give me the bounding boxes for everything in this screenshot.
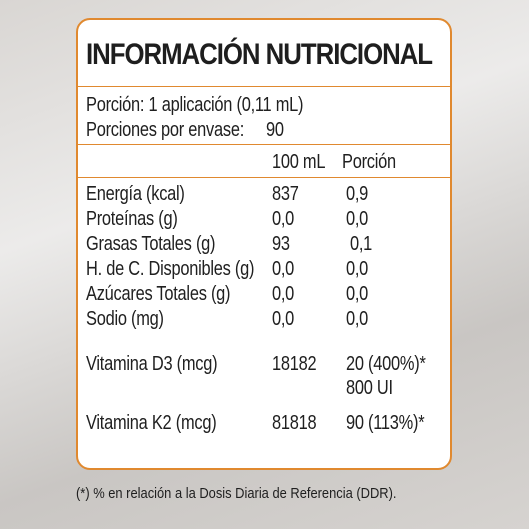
vitamin-value-portion: 90 (113%)* (346, 412, 425, 434)
row-label: Grasas Totales (g) (86, 233, 216, 255)
row-value-portion: 0,0 (346, 283, 369, 305)
row-value-portion: 0,0 (346, 208, 369, 230)
portions-per-container-label: Porciones por envase: (86, 119, 245, 141)
row-value-100ml: 837 (272, 183, 299, 205)
panel-title: INFORMACIÓN NUTRICIONAL (86, 38, 433, 71)
vitamin-value-100ml: 18182 (272, 353, 317, 375)
row-label: Azúcares Totales (g) (86, 283, 231, 305)
footnote: (*) % en relación a la Dosis Diaria de R… (76, 485, 397, 502)
row-label: Sodio (mg) (86, 308, 164, 330)
row-label: H. de C. Disponibles (g) (86, 258, 255, 280)
divider-header (78, 177, 450, 178)
portions-per-container-value: 90 (266, 119, 284, 141)
divider-title (78, 86, 450, 87)
serving-portion: Porción: 1 aplicación (0,11 mL) (86, 94, 304, 116)
row-value-portion: 0,0 (346, 308, 369, 330)
divider-serving (78, 144, 450, 145)
column-header-portion: Porción (342, 151, 396, 173)
vitamin-value-portion: 20 (400%)* (346, 353, 426, 375)
row-value-100ml: 0,0 (272, 283, 295, 305)
nutrition-facts-panel: INFORMACIÓN NUTRICIONAL Porción: 1 aplic… (76, 18, 452, 470)
row-value-portion: 0,9 (346, 183, 369, 205)
row-label: Energía (kcal) (86, 183, 185, 205)
row-value-100ml: 93 (272, 233, 290, 255)
row-value-100ml: 0,0 (272, 308, 295, 330)
row-value-100ml: 0,0 (272, 258, 295, 280)
vitamin-value-100ml: 81818 (272, 412, 317, 434)
row-value-100ml: 0,0 (272, 208, 295, 230)
vitamin-value-portion-extra: 800 UI (346, 377, 393, 399)
column-header-100ml: 100 mL (272, 151, 326, 173)
row-label: Proteínas (g) (86, 208, 178, 230)
vitamin-label: Vitamina K2 (mcg) (86, 412, 217, 434)
vitamin-label: Vitamina D3 (mcg) (86, 353, 218, 375)
row-value-portion: 0,1 (350, 233, 373, 255)
row-value-portion: 0,0 (346, 258, 369, 280)
